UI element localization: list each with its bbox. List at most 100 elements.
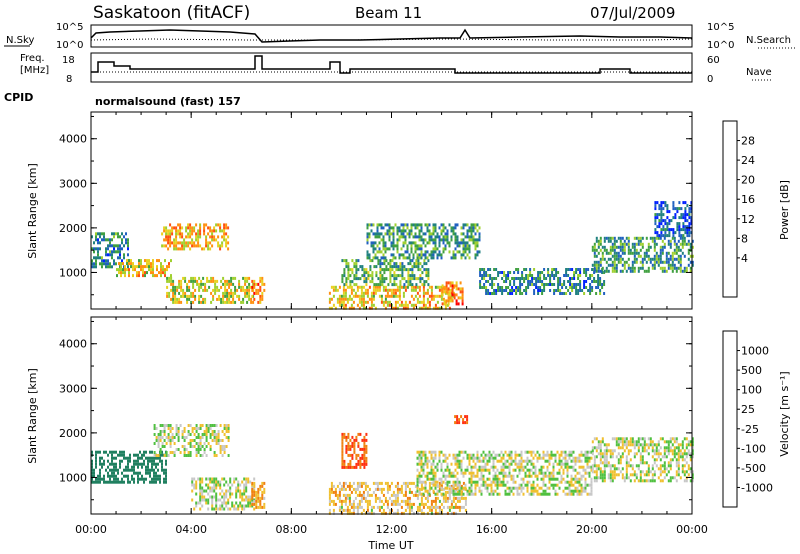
velocity-echo-region — [91, 450, 167, 484]
echo-cell — [414, 285, 417, 289]
echo-cell — [400, 235, 403, 239]
echo-cell — [193, 433, 196, 436]
echo-cell — [145, 468, 147, 472]
echo-cell — [671, 251, 674, 255]
echo-cell — [458, 465, 461, 469]
echo-cell — [547, 274, 550, 277]
echo-cell — [572, 477, 575, 481]
echo-cell — [460, 415, 463, 419]
echo-cell — [165, 451, 168, 454]
echo-cell — [423, 268, 426, 272]
echo-cell — [677, 257, 680, 261]
echo-cell — [470, 468, 473, 472]
echo-cell — [403, 277, 406, 281]
echo-cell — [452, 256, 455, 260]
echo-cell — [371, 274, 374, 278]
echo-cell — [146, 259, 148, 263]
echo-cell — [609, 245, 612, 249]
echo-cell — [552, 483, 555, 487]
echo-cell — [354, 294, 357, 298]
echo-cell — [452, 229, 455, 233]
echo-cell — [558, 456, 561, 460]
echo-cell — [353, 441, 356, 445]
echo-cell — [426, 462, 429, 466]
echo-cell — [160, 274, 162, 278]
echo-cell — [336, 300, 339, 304]
echo-cell — [185, 226, 188, 230]
echo-cell — [366, 250, 369, 254]
echo-cell — [172, 300, 175, 304]
echo-cell — [171, 229, 174, 233]
echo-cell — [186, 297, 189, 301]
echo-cell — [464, 508, 467, 512]
echo-cell — [454, 456, 457, 460]
echo-cell — [115, 244, 117, 248]
echo-cell — [361, 438, 364, 442]
echo-cell — [242, 276, 245, 280]
echo-cell — [623, 242, 626, 246]
echo-cell — [490, 489, 493, 493]
echo-cell — [447, 287, 450, 291]
echo-cell — [580, 489, 583, 493]
echo-cell — [338, 505, 341, 509]
echo-cell — [389, 268, 392, 272]
echo-cell — [187, 244, 190, 248]
echo-cell — [91, 235, 93, 239]
echo-cell — [532, 486, 535, 490]
echo-cell — [347, 262, 350, 266]
echo-cell — [681, 458, 684, 462]
echo-cell — [476, 250, 479, 254]
echo-cell — [362, 285, 365, 289]
echo-cell — [261, 505, 264, 509]
echo-cell — [492, 465, 495, 469]
echo-cell — [420, 456, 423, 460]
echo-cell — [338, 490, 341, 494]
echo-cell — [119, 480, 121, 484]
echo-cell — [213, 433, 216, 436]
echo-cell — [633, 260, 636, 264]
echo-cell — [601, 251, 604, 255]
echo-cell — [386, 223, 389, 227]
echo-cell — [432, 483, 435, 487]
echo-cell — [376, 229, 379, 233]
echo-cell — [229, 492, 232, 496]
echo-cell — [452, 232, 455, 236]
echo-cell — [588, 465, 591, 469]
echo-cell — [221, 454, 224, 457]
echo-cell — [370, 291, 373, 295]
echo-cell — [363, 271, 366, 275]
echo-cell — [163, 439, 166, 442]
echo-cell — [460, 505, 463, 509]
echo-cell — [478, 468, 481, 472]
echo-cell — [641, 449, 644, 453]
echo-cell — [228, 282, 231, 286]
echo-cell — [113, 462, 115, 466]
echo-cell — [191, 238, 194, 242]
echo-cell — [459, 290, 462, 294]
echo-cell — [571, 277, 574, 280]
echo-cell — [173, 247, 176, 251]
echo-cell — [181, 226, 184, 230]
echo-cell — [127, 253, 129, 257]
echo-cell — [651, 257, 654, 261]
echo-cell — [126, 262, 128, 266]
echo-cell — [205, 235, 208, 239]
echo-cell — [388, 288, 391, 292]
echo-cell — [358, 294, 361, 298]
echo-cell — [238, 294, 241, 298]
echo-cell — [531, 280, 534, 283]
echo-cell — [478, 477, 481, 481]
echo-cell — [153, 442, 156, 445]
echo-cell — [341, 274, 344, 278]
echo-cell — [480, 489, 483, 493]
echo-cell — [225, 424, 228, 427]
echo-cell — [677, 470, 680, 474]
echo-cell — [348, 493, 351, 497]
echo-cell — [601, 479, 604, 483]
echo-cell — [392, 247, 395, 251]
echo-cell — [686, 204, 689, 208]
echo-cell — [502, 465, 505, 469]
echo-cell — [217, 430, 220, 433]
echo-cell — [452, 453, 455, 457]
